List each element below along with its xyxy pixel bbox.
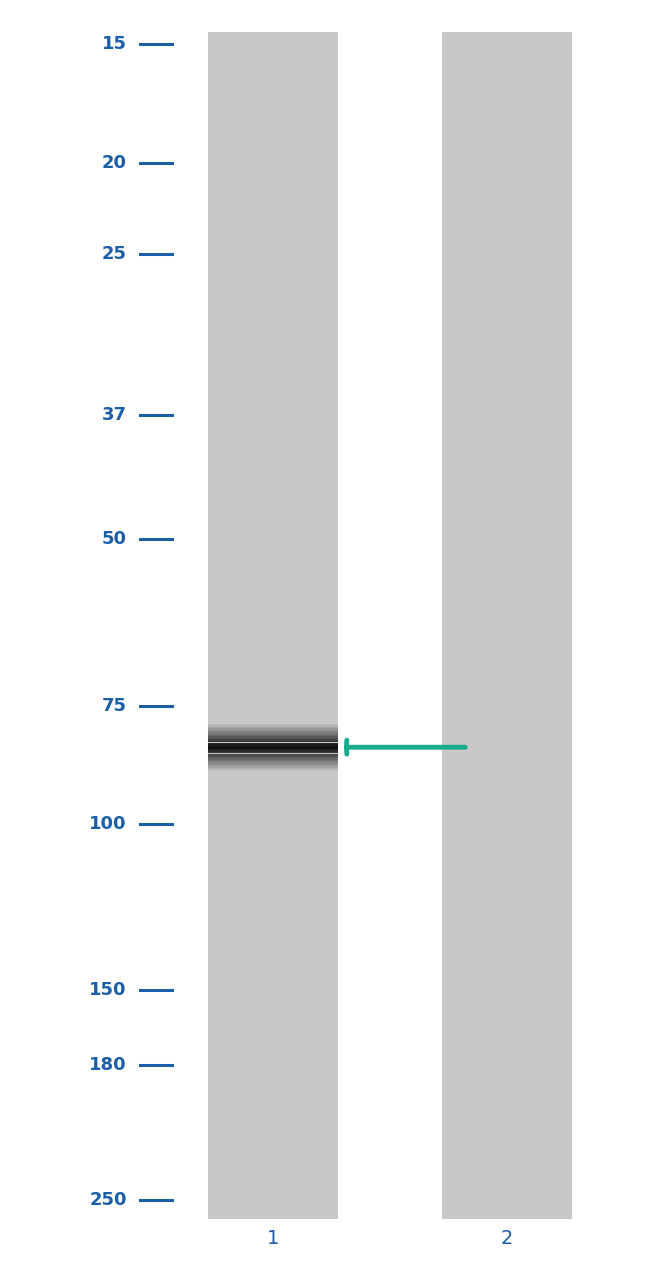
Bar — [208, 766, 338, 767]
Text: 1: 1 — [266, 1229, 280, 1247]
Bar — [208, 728, 338, 730]
Text: 15: 15 — [102, 36, 127, 53]
Bar — [208, 752, 338, 753]
Bar — [208, 759, 338, 762]
Bar — [208, 751, 338, 752]
Bar — [208, 737, 338, 738]
Text: 100: 100 — [89, 815, 127, 833]
Bar — [208, 724, 338, 725]
Text: 250: 250 — [89, 1191, 127, 1209]
Bar — [208, 32, 338, 1219]
Bar — [208, 744, 338, 745]
Bar — [208, 757, 338, 758]
Text: 150: 150 — [89, 982, 127, 999]
Bar — [208, 762, 338, 763]
Bar — [208, 747, 338, 749]
Bar — [208, 726, 338, 728]
Text: 2: 2 — [500, 1229, 514, 1247]
Bar — [208, 758, 338, 759]
Bar — [208, 740, 338, 743]
Bar — [208, 733, 338, 734]
Bar — [208, 732, 338, 733]
Bar — [208, 765, 338, 766]
Text: 20: 20 — [102, 154, 127, 171]
Bar — [208, 745, 338, 747]
Bar — [208, 763, 338, 765]
Bar — [208, 768, 338, 770]
Text: 50: 50 — [102, 530, 127, 549]
Text: 37: 37 — [102, 406, 127, 424]
Bar — [208, 739, 338, 740]
Bar — [208, 734, 338, 737]
Bar — [208, 770, 338, 771]
Bar — [208, 725, 338, 726]
Bar — [442, 32, 572, 1219]
Text: 180: 180 — [89, 1057, 127, 1074]
Bar — [208, 753, 338, 756]
Bar — [208, 743, 338, 744]
Bar — [208, 749, 338, 751]
Text: 25: 25 — [102, 245, 127, 263]
Text: 75: 75 — [102, 696, 127, 715]
Bar — [208, 730, 338, 732]
Bar — [208, 756, 338, 757]
Bar — [208, 738, 338, 739]
